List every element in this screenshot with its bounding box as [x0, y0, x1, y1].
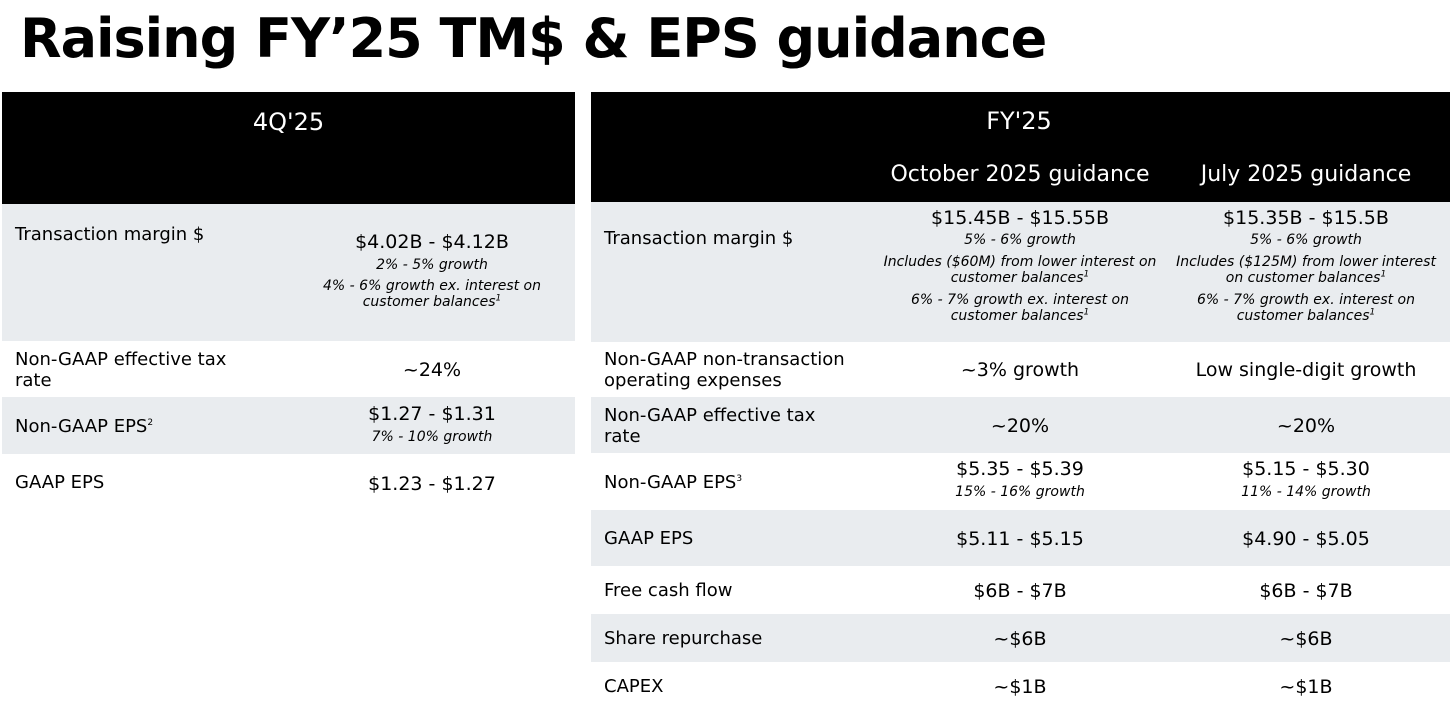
- row-subtext: 2% - 5% growth: [376, 257, 488, 273]
- row-label: GAAP EPS: [15, 472, 105, 493]
- row-subtext: 11% - 14% growth: [1241, 484, 1371, 500]
- row-label: Transaction margin $: [604, 228, 794, 249]
- table-row: Non-GAAP EPS2 $1.27 - $1.31 7% - 10% gro…: [2, 397, 575, 454]
- row-label: GAAP EPS: [604, 528, 694, 549]
- fiscal-guidance-table: FY'25 October 2025 guidance July 2025 gu…: [591, 92, 1450, 707]
- row-label: Non-GAAP EPS3: [604, 472, 743, 493]
- row-subtext: 5% - 6% growth: [964, 232, 1076, 248]
- row-value: $6B - $7B: [1259, 580, 1353, 602]
- row-value: ~$6B: [993, 628, 1047, 650]
- table-row: Share repurchase ~$6B ~$6B: [591, 614, 1450, 662]
- table-row: Transaction margin $ $4.02B - $4.12B 2% …: [2, 204, 575, 341]
- row-value: $4.90 - $5.05: [1242, 528, 1370, 550]
- quarter-header-label: 4Q'25: [252, 108, 325, 136]
- row-label: Non-GAAP effective tax rate: [15, 349, 227, 391]
- row-subtext: 7% - 10% growth: [371, 429, 493, 445]
- row-subtext: Includes ($60M) from lower interest on c…: [883, 254, 1157, 286]
- table-row: GAAP EPS $5.11 - $5.15 $4.90 - $5.05: [591, 510, 1450, 566]
- row-label: Non-GAAP non-transaction operating expen…: [604, 349, 845, 391]
- row-value-cell: $1.27 - $1.31 7% - 10% growth: [262, 402, 602, 445]
- row-subtext: 15% - 16% growth: [955, 484, 1085, 500]
- table-row: Transaction margin $ $15.45B - $15.55B 5…: [591, 202, 1450, 342]
- table-row: Non-GAAP non-transaction operating expen…: [591, 342, 1450, 397]
- quarter-header: 4Q'25: [2, 92, 575, 204]
- row-value: $6B - $7B: [973, 580, 1067, 602]
- row-value: $1.23 - $1.27: [368, 473, 496, 495]
- row-label: Share repurchase: [604, 628, 763, 649]
- row-value: ~$6B: [1279, 628, 1333, 650]
- table-row: Non-GAAP effective tax rate ~20% ~20%: [591, 397, 1450, 453]
- quarter-guidance-table: 4Q'25 Transaction margin $ $4.02B - $4.1…: [2, 92, 575, 510]
- row-value: $15.35B - $15.5B: [1223, 207, 1389, 229]
- row-subtext: 5% - 6% growth: [1250, 232, 1362, 248]
- fiscal-header: FY'25 October 2025 guidance July 2025 gu…: [591, 92, 1450, 202]
- fiscal-header-label: FY'25: [986, 107, 1052, 135]
- row-subtext: 6% - 7% growth ex. interest on customer …: [1197, 292, 1415, 324]
- october-value-cell: $5.35 - $5.39 15% - 16% growth: [875, 457, 1165, 500]
- row-value: $5.15 - $5.30: [1242, 458, 1370, 480]
- column-header-october: October 2025 guidance: [890, 162, 1150, 187]
- slide-title: Raising FY’25 TM$ & EPS guidance: [20, 7, 1047, 70]
- table-row: GAAP EPS $1.23 - $1.27: [2, 454, 575, 510]
- row-subtext: 4% - 6% growth ex. interest on customer …: [323, 278, 541, 310]
- row-value: Low single-digit growth: [1195, 359, 1417, 381]
- row-value: ~$1B: [993, 676, 1047, 698]
- row-label: Non-GAAP effective tax rate: [604, 405, 816, 447]
- row-subtext: 6% - 7% growth ex. interest on customer …: [911, 292, 1129, 324]
- row-value: $5.35 - $5.39: [956, 458, 1084, 480]
- table-row: Non-GAAP EPS3 $5.35 - $5.39 15% - 16% gr…: [591, 453, 1450, 510]
- july-value-cell: $5.15 - $5.30 11% - 14% growth: [1165, 457, 1447, 500]
- october-value-cell: $15.45B - $15.55B 5% - 6% growth Include…: [875, 206, 1165, 324]
- row-value-cell: $4.02B - $4.12B 2% - 5% growth 4% - 6% g…: [262, 230, 602, 310]
- row-value: $15.45B - $15.55B: [931, 207, 1109, 229]
- row-value: $5.11 - $5.15: [956, 528, 1084, 550]
- row-value: ~20%: [1276, 415, 1336, 437]
- table-row: Free cash flow $6B - $7B $6B - $7B: [591, 566, 1450, 614]
- row-value: ~24%: [402, 359, 462, 381]
- july-value-cell: $15.35B - $15.5B 5% - 6% growth Includes…: [1165, 206, 1447, 324]
- row-value: $1.27 - $1.31: [368, 403, 496, 425]
- row-subtext: Includes ($125M) from lower interest on …: [1176, 254, 1436, 286]
- row-label: Free cash flow: [604, 580, 733, 601]
- column-header-july: July 2025 guidance: [1200, 162, 1412, 187]
- row-value: $4.02B - $4.12B: [355, 231, 509, 253]
- row-label: Transaction margin $: [15, 224, 205, 245]
- row-value: ~20%: [990, 415, 1050, 437]
- row-label: CAPEX: [604, 676, 664, 697]
- table-row: Non-GAAP effective tax rate ~24%: [2, 341, 575, 397]
- row-value: ~3% growth: [960, 359, 1080, 381]
- table-row: CAPEX ~$1B ~$1B: [591, 662, 1450, 707]
- row-label: Non-GAAP EPS2: [15, 416, 154, 437]
- row-value: ~$1B: [1279, 676, 1333, 698]
